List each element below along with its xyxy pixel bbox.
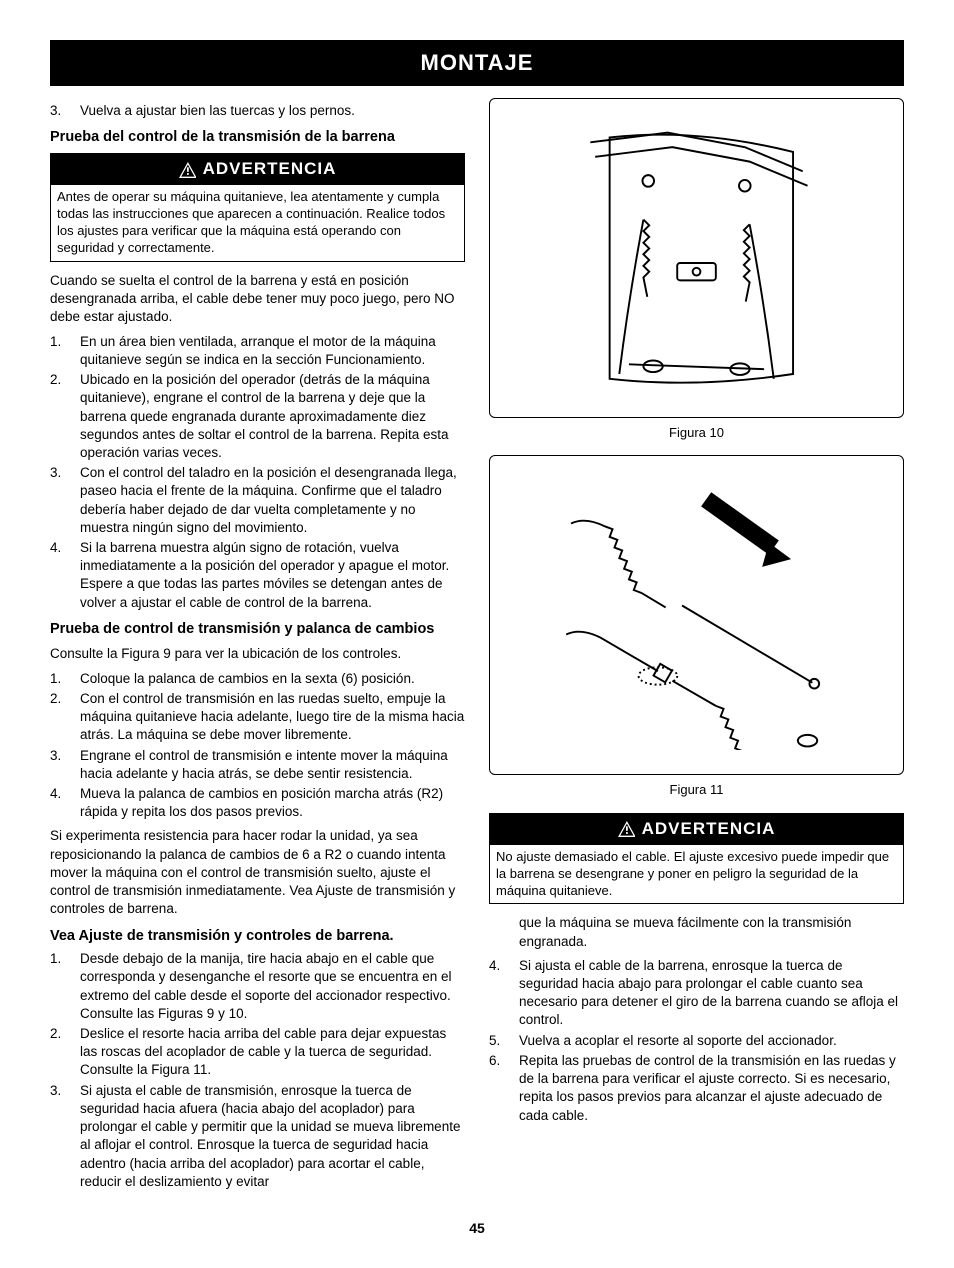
heading-auger-test: Prueba del control de la transmisión de … <box>50 128 465 148</box>
list-item: 2.Deslice el resorte hacia arriba del ca… <box>50 1025 465 1080</box>
warning-body: No ajuste demasiado el cable. El ajuste … <box>490 845 903 904</box>
two-column-layout: 3. Vuelva a ajustar bien las tuercas y l… <box>50 98 904 1195</box>
figure-10 <box>489 98 904 418</box>
warning-box-2: ADVERTENCIA No ajuste demasiado el cable… <box>489 813 904 905</box>
top-continued-list: 3. Vuelva a ajustar bien las tuercas y l… <box>50 102 465 120</box>
adjustment-steps: 1.Desde debajo de la manija, tire hacia … <box>50 950 465 1191</box>
list-number: 3. <box>50 102 80 120</box>
auger-test-steps: 1.En un área bien ventilada, arranque el… <box>50 333 465 612</box>
warning-triangle-icon <box>618 821 636 837</box>
warning-label: ADVERTENCIA <box>642 818 776 841</box>
figure-11-illustration <box>521 480 872 750</box>
paragraph-continued: que la máquina se mueva fácilmente con l… <box>519 914 904 950</box>
paragraph: Consulte la Figura 9 para ver la ubicaci… <box>50 645 465 663</box>
warning-triangle-icon <box>179 162 197 178</box>
paragraph: Cuando se suelta el control de la barren… <box>50 272 465 327</box>
list-item: 1.Desde debajo de la manija, tire hacia … <box>50 950 465 1023</box>
heading-drive-test: Prueba de control de transmisión y palan… <box>50 620 465 640</box>
list-item: 2.Con el control de transmisión en las r… <box>50 690 465 745</box>
list-item: 3. Vuelva a ajustar bien las tuercas y l… <box>50 102 465 120</box>
figure-10-illustration <box>521 123 872 393</box>
warning-header: ADVERTENCIA <box>490 814 903 845</box>
left-column: 3. Vuelva a ajustar bien las tuercas y l… <box>50 98 465 1195</box>
drive-test-steps: 1.Coloque la palanca de cambios en la se… <box>50 670 465 822</box>
list-item: 1.En un área bien ventilada, arranque el… <box>50 333 465 369</box>
figure-10-caption: Figura 10 <box>489 424 904 442</box>
warning-label: ADVERTENCIA <box>203 158 337 181</box>
warning-body: Antes de operar su máquina quitanieve, l… <box>51 185 464 261</box>
list-item: 1.Coloque la palanca de cambios en la se… <box>50 670 465 688</box>
section-title-bar: MONTAJE <box>50 40 904 86</box>
section-title: MONTAJE <box>421 50 534 75</box>
list-item: 3.Engrane el control de transmisión e in… <box>50 747 465 783</box>
list-item: 6.Repita las pruebas de control de la tr… <box>489 1052 904 1125</box>
list-item: 4.Mueva la palanca de cambios en posició… <box>50 785 465 821</box>
list-item: 4.Si la barrena muestra algún signo de r… <box>50 539 465 612</box>
list-text: Vuelva a ajustar bien las tuercas y los … <box>80 102 465 120</box>
list-item: 3.Con el control del taladro en la posic… <box>50 464 465 537</box>
paragraph: Si experimenta resistencia para hacer ro… <box>50 827 465 918</box>
list-item: 2.Ubicado en la posición del operador (d… <box>50 371 465 462</box>
figure-11-caption: Figura 11 <box>489 781 904 799</box>
list-item: 3.Si ajusta el cable de transmisión, enr… <box>50 1082 465 1191</box>
list-item: 4.Si ajusta el cable de la barrena, enro… <box>489 957 904 1030</box>
list-item: 5.Vuelva a acoplar el resorte al soporte… <box>489 1032 904 1050</box>
figure-11 <box>489 455 904 775</box>
warning-box-1: ADVERTENCIA Antes de operar su máquina q… <box>50 153 465 262</box>
heading-adjustment: Vea Ajuste de transmisión y controles de… <box>50 927 465 947</box>
adjustment-steps-continued: 4.Si ajusta el cable de la barrena, enro… <box>489 957 904 1125</box>
warning-header: ADVERTENCIA <box>51 154 464 185</box>
right-column: Figura 10 <box>489 98 904 1195</box>
